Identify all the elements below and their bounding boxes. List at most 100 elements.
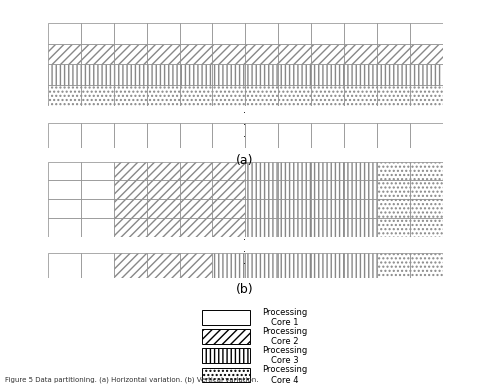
Bar (245, 162, 277, 181)
Bar (409, 218, 442, 237)
Bar (376, 199, 409, 218)
Bar (311, 23, 343, 44)
Bar (311, 123, 343, 148)
Bar (81, 64, 114, 85)
Bar (376, 44, 409, 64)
Bar (212, 199, 245, 218)
Bar (146, 123, 179, 148)
Text: Processing
Core 3: Processing Core 3 (262, 346, 307, 365)
Bar (212, 218, 245, 237)
Bar (48, 181, 81, 199)
Text: Processing
Core 2: Processing Core 2 (262, 327, 307, 346)
Bar (202, 329, 250, 344)
Bar (114, 85, 146, 106)
Bar (179, 23, 212, 44)
Bar (245, 253, 277, 278)
Bar (409, 253, 442, 278)
Bar (202, 348, 250, 363)
Bar (311, 199, 343, 218)
Bar (311, 64, 343, 85)
Bar (48, 64, 81, 85)
Text: (b): (b) (235, 283, 252, 296)
Bar (114, 199, 146, 218)
Bar (114, 23, 146, 44)
Bar (376, 23, 409, 44)
Bar (212, 23, 245, 44)
Bar (202, 310, 250, 325)
Bar (179, 85, 212, 106)
Bar (114, 181, 146, 199)
Bar (212, 64, 245, 85)
Bar (376, 162, 409, 181)
Bar (409, 44, 442, 64)
Bar (179, 253, 212, 278)
Bar (343, 64, 376, 85)
Bar (146, 162, 179, 181)
Bar (245, 64, 277, 85)
Bar (202, 368, 250, 382)
Bar (146, 44, 179, 64)
Bar (277, 218, 311, 237)
Bar (277, 199, 311, 218)
Bar (343, 85, 376, 106)
Bar (179, 162, 212, 181)
Bar (376, 123, 409, 148)
Bar (343, 218, 376, 237)
Bar (179, 218, 212, 237)
Bar (81, 85, 114, 106)
Bar (409, 64, 442, 85)
Bar (81, 253, 114, 278)
Bar (146, 23, 179, 44)
Bar (245, 123, 277, 148)
Bar (245, 181, 277, 199)
Bar (81, 181, 114, 199)
Bar (48, 253, 81, 278)
Bar (212, 44, 245, 64)
Bar (179, 64, 212, 85)
Bar (114, 162, 146, 181)
Bar (114, 218, 146, 237)
Text: Figure 5 Data partitioning. (a) Horizontal variation. (b) Vertical variation.: Figure 5 Data partitioning. (a) Horizont… (5, 377, 258, 383)
Bar (146, 253, 179, 278)
Bar (311, 218, 343, 237)
Text: ·
·
·: · · · (242, 109, 245, 142)
Bar (245, 44, 277, 64)
Bar (311, 181, 343, 199)
Bar (343, 44, 376, 64)
Bar (48, 218, 81, 237)
Bar (277, 181, 311, 199)
Bar (212, 162, 245, 181)
Bar (409, 123, 442, 148)
Bar (81, 123, 114, 148)
Bar (48, 162, 81, 181)
Bar (277, 64, 311, 85)
Bar (81, 162, 114, 181)
Bar (245, 199, 277, 218)
Bar (277, 253, 311, 278)
Bar (81, 218, 114, 237)
Bar (114, 123, 146, 148)
Bar (212, 85, 245, 106)
Bar (343, 123, 376, 148)
Bar (179, 44, 212, 64)
Bar (212, 123, 245, 148)
Bar (81, 44, 114, 64)
Text: (a): (a) (235, 154, 252, 167)
Bar (48, 23, 81, 44)
Bar (146, 218, 179, 237)
Bar (311, 162, 343, 181)
Bar (212, 253, 245, 278)
Bar (277, 44, 311, 64)
Bar (81, 23, 114, 44)
Bar (376, 85, 409, 106)
Bar (311, 44, 343, 64)
Bar (409, 199, 442, 218)
Bar (343, 199, 376, 218)
Bar (245, 23, 277, 44)
Bar (409, 162, 442, 181)
Bar (376, 181, 409, 199)
Bar (409, 181, 442, 199)
Bar (146, 199, 179, 218)
Bar (277, 85, 311, 106)
Bar (114, 64, 146, 85)
